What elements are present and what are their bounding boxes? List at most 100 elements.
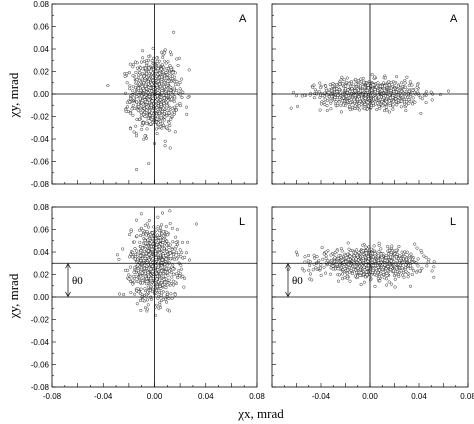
data-point	[183, 255, 187, 259]
data-point	[129, 290, 133, 295]
data-point	[295, 253, 299, 257]
data-point	[363, 102, 367, 106]
data-point	[154, 228, 158, 232]
data-point	[172, 111, 177, 115]
data-point	[133, 107, 137, 111]
data-point	[355, 97, 360, 101]
panel-top-left: 0.08 0.06 0.04 0.02 0.00 -0.02 -0.04 -0.06 -0.08…	[31, 0, 258, 189]
data-point	[160, 269, 164, 273]
data-point	[418, 269, 422, 273]
data-point	[130, 92, 135, 97]
data-point	[160, 121, 165, 125]
data-point	[333, 267, 338, 271]
data-point	[410, 83, 414, 87]
data-point	[147, 274, 151, 278]
data-point	[143, 275, 148, 279]
data-point	[143, 287, 147, 291]
data-point	[133, 266, 137, 270]
data-point	[384, 105, 388, 109]
data-point	[383, 76, 387, 80]
data-point	[382, 91, 386, 96]
data-point	[163, 48, 167, 52]
data-point	[330, 84, 334, 88]
data-point	[136, 86, 140, 90]
data-point	[154, 74, 159, 79]
data-point	[400, 84, 405, 89]
data-point	[147, 258, 151, 262]
data-point	[350, 105, 355, 109]
data-point	[135, 95, 139, 99]
data-point	[148, 113, 152, 117]
data-point	[162, 246, 166, 251]
data-point	[139, 212, 143, 216]
data-point	[167, 107, 171, 111]
data-point	[138, 254, 142, 258]
data-point	[145, 108, 149, 112]
data-point	[128, 265, 132, 269]
data-point	[136, 269, 140, 273]
data-point	[156, 239, 161, 243]
data-point	[157, 229, 162, 233]
data-point	[145, 127, 149, 131]
data-point	[405, 250, 409, 254]
data-point	[137, 68, 141, 72]
data-point	[180, 251, 184, 255]
data-point	[150, 264, 155, 268]
data-point	[145, 290, 150, 294]
data-point	[166, 73, 170, 77]
data-point	[387, 110, 391, 114]
data-point	[403, 95, 407, 99]
data-point	[155, 272, 159, 276]
data-point	[144, 245, 148, 249]
data-point	[392, 260, 396, 264]
y-tick-label: -0.08	[31, 383, 50, 392]
data-point	[420, 97, 424, 101]
data-point	[295, 104, 300, 108]
y-tick-label: -0.02	[31, 113, 50, 122]
data-point	[134, 70, 138, 74]
data-point	[300, 267, 304, 271]
data-point	[166, 283, 170, 287]
data-point	[159, 116, 163, 120]
data-point	[155, 105, 159, 110]
data-point	[140, 84, 144, 89]
data-point	[371, 83, 375, 87]
data-point	[151, 46, 155, 50]
data-point	[339, 103, 343, 107]
data-point	[131, 89, 135, 93]
data-point	[181, 240, 185, 244]
data-point	[149, 245, 154, 249]
data-point	[168, 64, 172, 68]
data-point	[128, 62, 132, 66]
panel-letter: A	[450, 13, 458, 25]
data-point	[414, 270, 419, 274]
data-point	[356, 106, 360, 110]
data-point	[389, 250, 393, 254]
data-point	[337, 254, 341, 258]
data-point	[171, 90, 176, 94]
data-point	[416, 92, 420, 96]
data-point	[363, 107, 367, 111]
data-point	[319, 263, 323, 267]
data-point	[353, 93, 357, 97]
data-point	[366, 86, 370, 90]
data-point	[389, 267, 393, 272]
data-point	[373, 252, 377, 256]
data-point	[142, 137, 146, 141]
data-point	[312, 253, 316, 257]
data-point	[149, 284, 153, 288]
data-point	[430, 98, 434, 102]
data-point	[311, 85, 315, 89]
data-point	[389, 255, 393, 259]
data-point	[176, 276, 180, 280]
y-tick-label: 0.04	[33, 45, 49, 54]
data-point	[319, 86, 323, 90]
data-point	[180, 95, 184, 100]
data-point	[149, 276, 153, 281]
data-point	[403, 85, 407, 89]
data-point	[387, 280, 391, 284]
data-point	[394, 248, 398, 252]
data-point	[171, 71, 175, 75]
data-point	[416, 257, 420, 261]
